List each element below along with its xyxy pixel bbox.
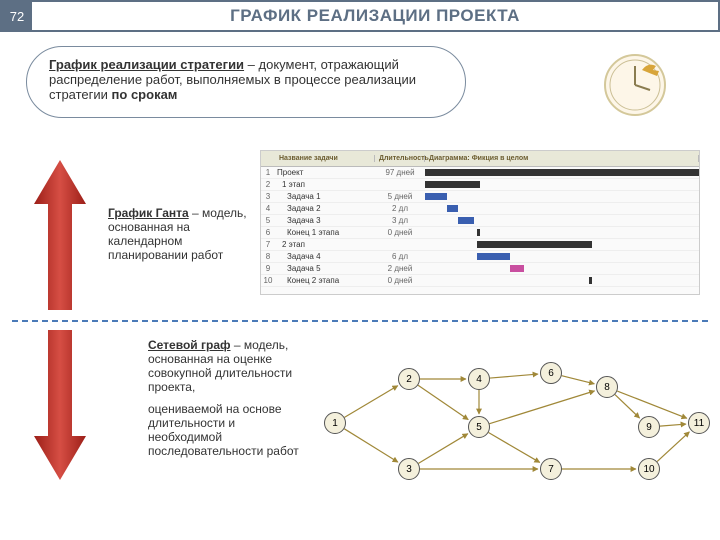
- gantt-rows: 1Проект97 дней21 этап3Задача 15 дней4Зад…: [261, 167, 699, 287]
- gantt-row: 9Задача 52 дней: [261, 263, 699, 275]
- network-node: 9: [638, 416, 660, 438]
- def-term: График реализации стратегии: [49, 57, 244, 72]
- gantt-row: 72 этап: [261, 239, 699, 251]
- def-tail: по срокам: [112, 87, 178, 102]
- gantt-row: 8Задача 46 дл: [261, 251, 699, 263]
- network-node: 5: [468, 416, 490, 438]
- gantt-row: 5Задача 33 дл: [261, 215, 699, 227]
- network-node: 6: [540, 362, 562, 384]
- gantt-definition: График Ганта – модель, основанная на кал…: [108, 206, 248, 262]
- network-node: 1: [324, 412, 346, 434]
- network-node: 11: [688, 412, 710, 434]
- page-number: 72: [2, 2, 32, 30]
- net-term: Сетевой граф: [148, 338, 231, 352]
- gantt-row: 10Конец 2 этапа0 дней: [261, 275, 699, 287]
- gantt-term: График Ганта: [108, 206, 189, 220]
- gantt-row: 6Конец 1 этапа0 дней: [261, 227, 699, 239]
- network-node: 8: [596, 376, 618, 398]
- gantt-col-dur: Длительность: [375, 155, 425, 162]
- network-node: 2: [398, 368, 420, 390]
- gantt-row: 1Проект97 дней: [261, 167, 699, 179]
- network-definition: Сетевой граф – модель, основанная на оце…: [148, 338, 306, 458]
- page-title: ГРАФИК РЕАЛИЗАЦИИ ПРОЕКТА: [32, 6, 718, 26]
- gantt-chart-illustration: Название задачи Длительность Диаграмма: …: [260, 150, 700, 295]
- network-graph: 1 2 3 4 5 6 7 89 10 11: [320, 358, 710, 498]
- gantt-col-name: Название задачи: [275, 155, 375, 162]
- definition-box: График реализации стратегии – документ, …: [26, 46, 466, 118]
- gantt-row: 4Задача 22 дл: [261, 203, 699, 215]
- gantt-row: 21 этап: [261, 179, 699, 191]
- network-node: 7: [540, 458, 562, 480]
- header-bar: 72 ГРАФИК РЕАЛИЗАЦИИ ПРОЕКТА: [0, 0, 720, 32]
- network-node: 3: [398, 458, 420, 480]
- net-desc2: оцениваемой на основе длительности и нео…: [148, 402, 306, 458]
- network-node: 4: [468, 368, 490, 390]
- horizontal-divider: [12, 320, 708, 322]
- gantt-timeline-label: Диаграмма: Фикция в целом: [425, 155, 699, 162]
- gantt-row: 3Задача 15 дней: [261, 191, 699, 203]
- clock-illustration: [600, 50, 670, 120]
- network-node: 10: [638, 458, 660, 480]
- gantt-header: Название задачи Длительность Диаграмма: …: [261, 151, 699, 167]
